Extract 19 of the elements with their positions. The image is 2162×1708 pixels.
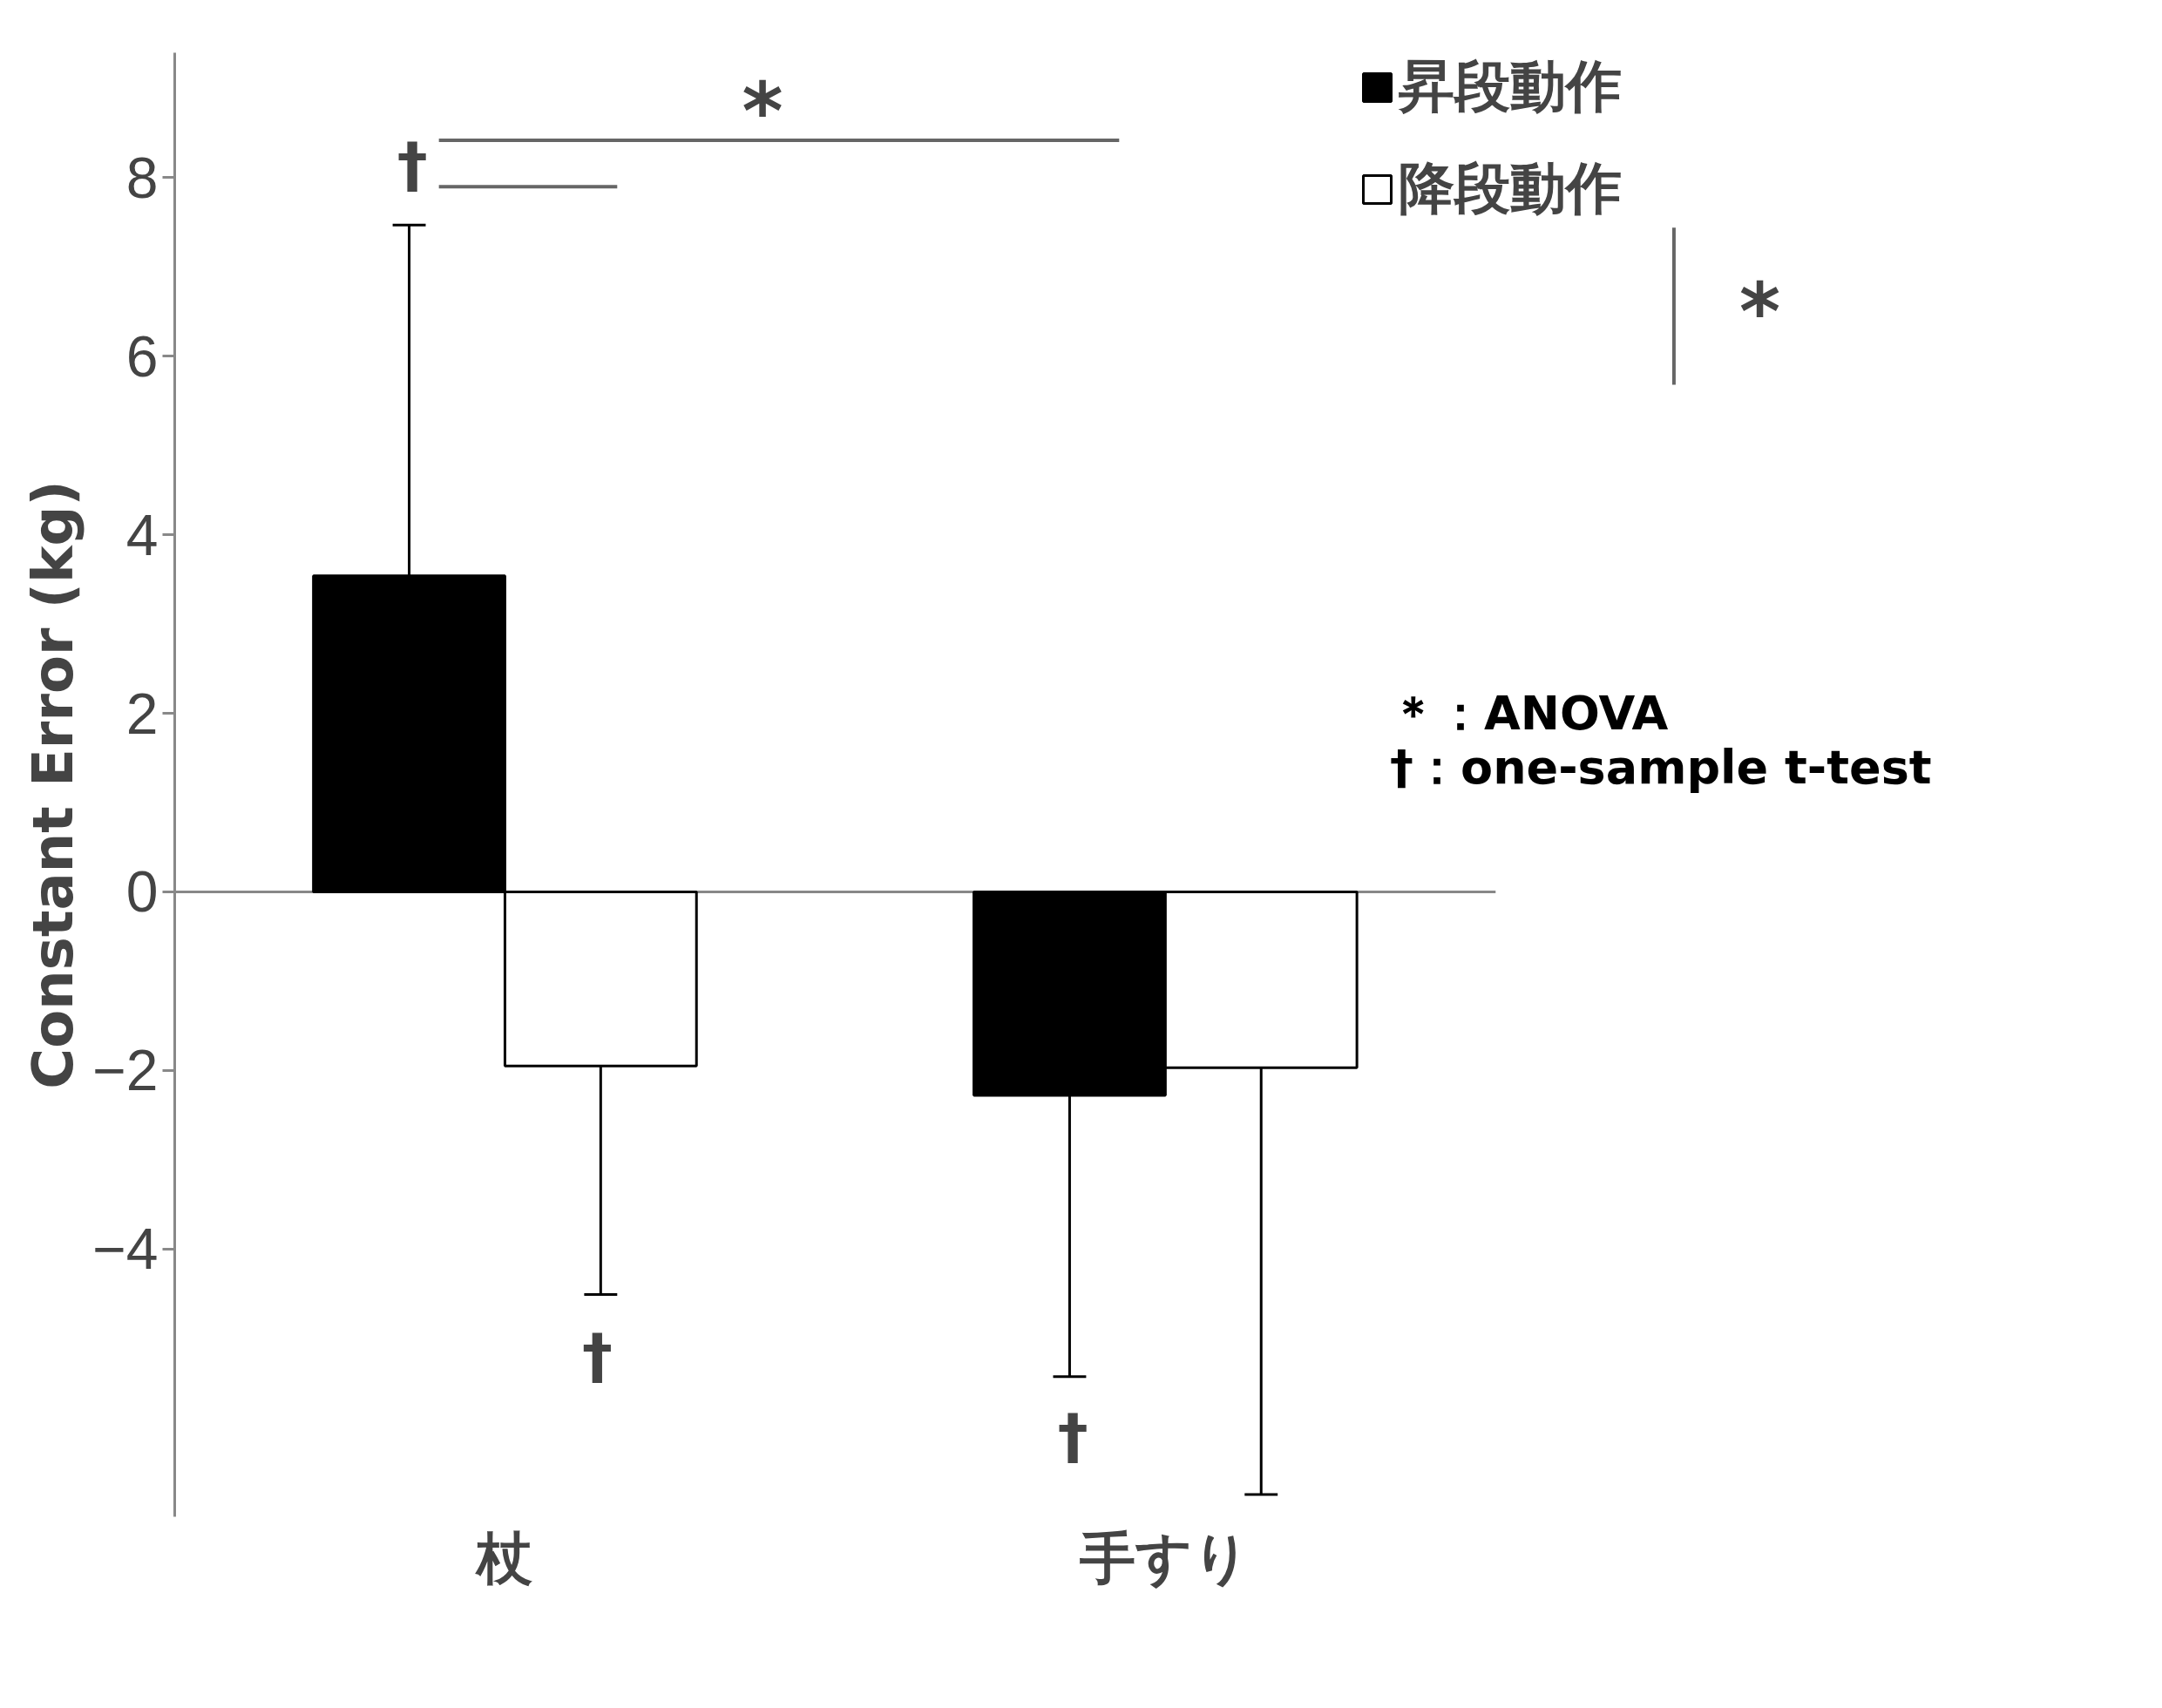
- text: *: [1738, 266, 1780, 358]
- annotation: †: [1057, 1400, 1088, 1473]
- y-axis-title: Constant Error (kg): [21, 480, 86, 1089]
- annotation: *: [742, 64, 783, 157]
- y-tick-label: 0: [125, 859, 159, 925]
- annotation: †：one-sample t-test: [1390, 739, 1932, 795]
- y-tick-label: −2: [92, 1038, 159, 1103]
- y-tick-label: 6: [125, 323, 159, 389]
- y-tick-label: −4: [92, 1217, 159, 1282]
- y-tick-label: 4: [125, 502, 159, 567]
- legend-label: 昇段動作: [1399, 54, 1622, 119]
- x-tick-label: 手すり: [1079, 1526, 1251, 1589]
- y-tick-label: 2: [125, 681, 159, 746]
- y-tick-label: 8: [125, 145, 159, 210]
- annotation: †: [396, 128, 428, 200]
- annotation: ＊：ANOVA: [1390, 686, 1669, 742]
- annotation: †: [582, 1320, 613, 1393]
- legend-label: 降段動作: [1399, 156, 1622, 221]
- x-tick-label: 杖: [475, 1526, 533, 1589]
